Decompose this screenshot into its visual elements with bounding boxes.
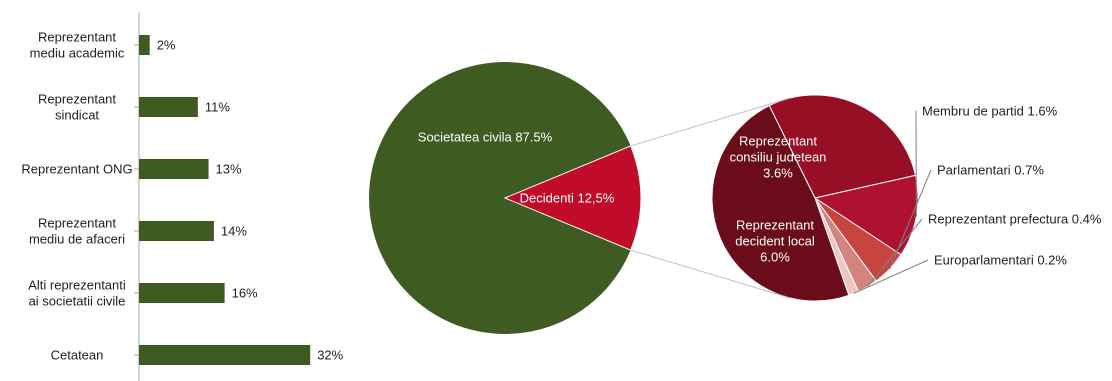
bar-value-label-0: 2% <box>157 38 176 53</box>
bar-value-label-2: 13% <box>216 162 242 177</box>
bar-category-label-0: Reprezentant mediu academic <box>30 30 125 61</box>
bar-value-label-1: 11% <box>205 100 230 115</box>
breakdown-label-consiliu-judetean: Reprezentant consiliu judetean 3.6% <box>730 134 827 181</box>
bar-category-label-3: Reprezentant mediu de afaceri <box>29 216 125 247</box>
connector-line-top <box>630 97 791 147</box>
bar-0 <box>139 35 150 55</box>
breakdown-outside-label-3: Reprezentant prefectura 0.4% <box>928 212 1102 227</box>
breakdown-slice-5 <box>711 105 850 302</box>
bar-value-label-4: 16% <box>232 286 258 301</box>
pie-label-decidenti: Decidenti 12,5% <box>520 191 615 206</box>
leader-line-3 <box>867 218 923 287</box>
pie-slice-societatea-civila <box>369 61 631 334</box>
leader-line-4 <box>853 259 929 294</box>
bar-value-label-5: 32% <box>317 348 343 363</box>
bar-5 <box>139 345 311 365</box>
bar-1 <box>139 97 198 117</box>
bar-2 <box>139 159 209 179</box>
bar-category-label-5: Cetatean <box>51 348 104 363</box>
breakdown-outside-label-4: Europarlamentari 0.2% <box>934 253 1067 268</box>
bar-category-label-1: Reprezentant sindicat <box>38 92 116 123</box>
bar-value-label-3: 14% <box>221 224 247 239</box>
breakdown-outside-label-1: Membru de partid 1.6% <box>922 104 1058 119</box>
pie-label-societatea-civila: Societatea civila 87.5% <box>418 130 553 145</box>
bar-category-label-4: Alti reprezentanti ai societatii civile <box>28 278 126 309</box>
breakdown-outside-label-2: Parlamentari 0.7% <box>937 163 1044 178</box>
bar-4 <box>139 283 225 303</box>
bar-category-label-2: Reprezentant ONG <box>21 162 132 177</box>
leader-line-2 <box>889 169 932 270</box>
bar-3 <box>139 221 214 241</box>
pie-slice-decidenti <box>503 145 642 251</box>
breakdown-label-decident-local: Reprezentant decident local 6.0% <box>735 218 815 265</box>
connector-line-bottom <box>630 249 791 299</box>
